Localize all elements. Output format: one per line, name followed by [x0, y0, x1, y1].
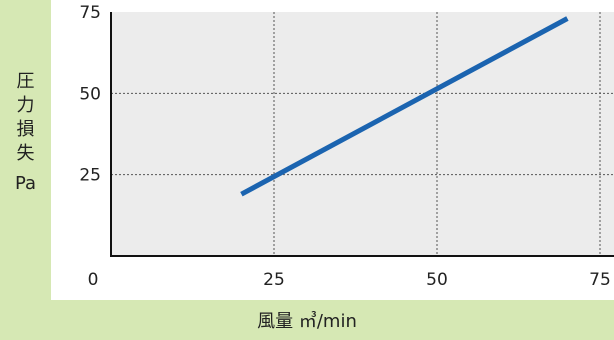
- y-axis-label: 圧 力 損 失 Pa: [0, 70, 51, 196]
- x-tick-label-50: 50: [426, 270, 448, 290]
- y-axis-label-char-4: 失: [16, 143, 35, 164]
- x-tick-label-75: 75: [589, 270, 611, 290]
- ylabel-band: [0, 0, 51, 300]
- grid: [111, 12, 614, 256]
- x-axis-label: 風量 ㎥/min: [0, 300, 614, 340]
- x-tick-label-25: 25: [263, 270, 285, 290]
- y-axis-label-char-1: 圧: [16, 71, 35, 92]
- x-axis-label-text: 風量 ㎥/min: [257, 311, 357, 332]
- tick-labels: 0 25 50 75 25 50 75: [79, 3, 610, 290]
- y-tick-label-75: 75: [79, 3, 101, 23]
- y-tick-label-50: 50: [79, 84, 101, 104]
- y-axis-label-char-3: 損: [16, 119, 35, 140]
- xlabel-band: [0, 300, 614, 340]
- x-tick-label-0: 0: [88, 270, 99, 290]
- plot-area: [111, 12, 614, 256]
- y-axis-label-char-2: 力: [16, 95, 35, 116]
- y-axis-unit: Pa: [14, 173, 37, 194]
- axes: [110, 12, 614, 257]
- line-chart: 0 25 50 75 25 50 75: [79, 3, 614, 290]
- y-tick-label-25: 25: [79, 166, 101, 186]
- series-group: [240, 16, 569, 197]
- series-line-1: [240, 16, 569, 197]
